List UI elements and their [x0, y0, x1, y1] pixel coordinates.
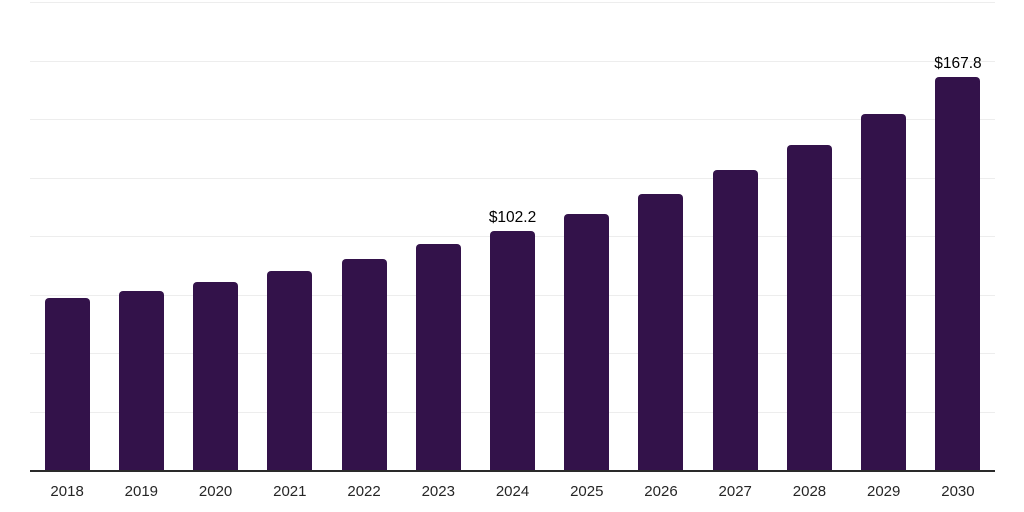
x-tick-2028: 2028	[792, 483, 827, 500]
data-label-2030: $167.8	[934, 55, 982, 73]
bar-slot-2028	[772, 0, 846, 470]
bar-slot-2022	[327, 0, 401, 470]
bar-2026	[638, 193, 684, 470]
x-tick-2025: 2025	[570, 483, 604, 500]
x-tick-2030: 2030	[941, 483, 975, 500]
bar-slot-2020	[178, 0, 252, 470]
bar-2018	[44, 298, 90, 470]
bar-2021	[267, 271, 313, 470]
bar-slot-2026	[624, 0, 698, 470]
x-tick-2020: 2020	[198, 483, 233, 500]
bar-2022	[341, 259, 387, 470]
gridline-125	[30, 177, 995, 179]
bar-slot-2030: $167.8	[921, 0, 995, 470]
bar-slot-2029	[847, 0, 921, 470]
x-tick-2019: 2019	[124, 483, 159, 500]
x-tick-2022: 2022	[347, 483, 381, 500]
bars-row: $102.2 $167.8	[30, 0, 995, 470]
x-tick-2024: 2024	[495, 483, 530, 500]
x-tick-2018: 2018	[50, 483, 84, 500]
bar-2024	[490, 230, 536, 470]
gridline-175	[30, 60, 995, 62]
x-tick-2023: 2023	[421, 483, 455, 500]
x-tick-2029: 2029	[867, 483, 901, 500]
x-tick-2026: 2026	[644, 483, 678, 500]
x-axis: 2018 2019 2020 2021 2022 2023 2024 2025 2026 2027…	[30, 483, 995, 500]
bar-slot-2023	[401, 0, 475, 470]
bar-2030	[935, 77, 981, 470]
bar-slot-2024: $102.2	[475, 0, 549, 470]
bar-slot-2027	[698, 0, 772, 470]
bar-2025	[564, 214, 610, 470]
bar-slot-2021	[253, 0, 327, 470]
x-axis-line	[30, 470, 995, 472]
x-tick-2021: 2021	[273, 483, 307, 500]
bar-slot-2018	[30, 0, 104, 470]
bar-2020	[193, 282, 239, 470]
gridline-150	[30, 119, 995, 120]
gridline-200	[30, 2, 995, 3]
bar-slot-2019	[104, 0, 178, 470]
bar-2027	[712, 170, 758, 470]
bar-2028	[786, 144, 832, 470]
bar-2023	[415, 244, 461, 470]
bar-slot-2025	[550, 0, 624, 470]
bar-2029	[861, 114, 907, 470]
bar-2019	[118, 291, 164, 470]
x-tick-2027: 2027	[718, 483, 752, 500]
data-label-2024: $102.2	[488, 208, 537, 226]
